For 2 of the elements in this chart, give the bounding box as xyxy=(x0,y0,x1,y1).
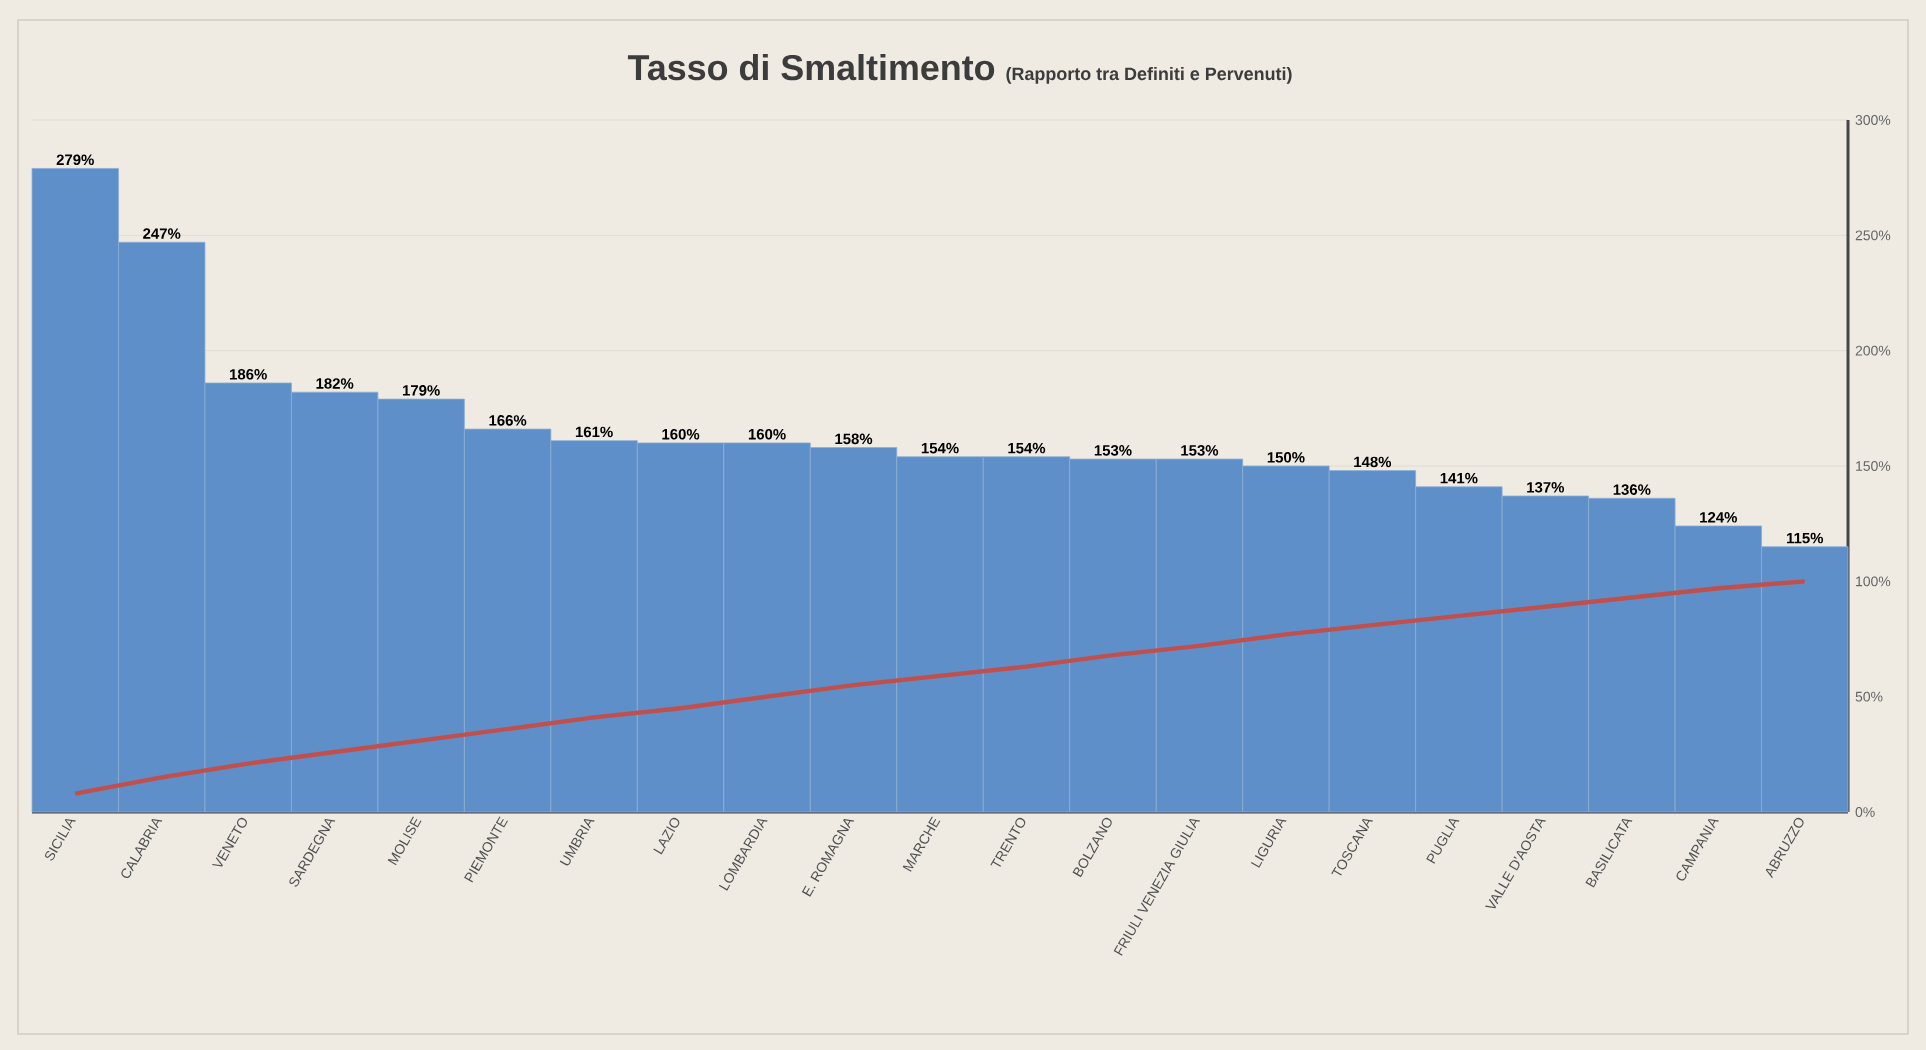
chart-subtitle: (Rapporto tra Definiti e Pervenuti) xyxy=(1006,66,1292,84)
chart-title: Tasso di Smaltimento xyxy=(627,53,995,81)
